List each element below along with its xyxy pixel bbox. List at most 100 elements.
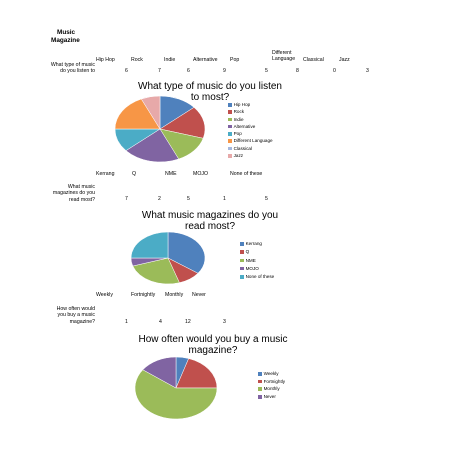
count-value: 0	[333, 68, 336, 74]
legend-label: Q	[245, 249, 250, 255]
count-value: 5	[265, 68, 268, 74]
page-title-line1: Music	[57, 29, 76, 36]
legend-swatch	[258, 387, 262, 391]
pie-chart-buy-frequency	[134, 356, 218, 420]
question-line: you buy a music	[57, 312, 95, 319]
count-value: 5	[265, 196, 268, 202]
legend-label: MOJO	[245, 265, 259, 271]
question-line: What music	[67, 184, 95, 190]
pie-slice-never	[142, 356, 177, 389]
legend-swatch	[228, 124, 232, 129]
category-label: MOJO	[193, 171, 208, 177]
category-label: Pop	[230, 57, 240, 63]
count-value: 4	[159, 319, 162, 325]
pie-slice-jazz	[140, 95, 161, 130]
legend-item: Monthly	[258, 386, 285, 394]
pie-slice-kerrang	[167, 231, 206, 274]
legend-item: Never	[258, 394, 285, 402]
chart-title-line: What type of music do you listen	[138, 81, 282, 92]
chart-title: What type of music do you listen to most…	[110, 81, 310, 103]
legend-item: Rock	[228, 109, 273, 116]
question-line: do you listen to	[60, 68, 95, 75]
legend-swatch	[228, 102, 232, 107]
pie-slice-none-of-these	[130, 231, 169, 259]
pie-slice-fortnightly	[175, 358, 218, 389]
legend-label: Rock	[233, 109, 245, 115]
chart-legend: Hip Hop Rock Indie Alternative Pop Different …	[228, 102, 273, 160]
chart-legend: Weekly Fortnightly Monthly Never	[258, 371, 285, 402]
category-label: Weekly	[96, 292, 113, 298]
category-label: Indie	[164, 57, 176, 63]
legend-item: Classical	[228, 146, 273, 153]
chart-title: How often would you buy a music magazine…	[108, 334, 318, 356]
category-label-line: Different	[272, 50, 292, 56]
legend-label: Alternative	[233, 123, 256, 129]
legend-item: NME	[240, 258, 274, 266]
count-value: 6	[125, 68, 128, 74]
count-value: 3	[366, 68, 369, 74]
chart-legend: Kerrang Q NME MOJO None of these	[240, 241, 274, 282]
count-value: 5	[187, 196, 190, 202]
legend-swatch	[228, 110, 232, 114]
legend-label: Fortnightly	[263, 378, 286, 384]
count-value: 7	[158, 68, 161, 74]
pie-slice-monthly	[134, 369, 218, 420]
legend-item: Indie	[228, 117, 273, 124]
question-line: magazines do you	[52, 190, 95, 197]
count-value: 7	[125, 196, 128, 202]
legend-item: Fortnightly	[258, 379, 285, 387]
legend-item: None of these	[240, 274, 274, 282]
chart-title: What music magazines do you read most?	[110, 210, 310, 232]
legend-swatch	[228, 139, 232, 144]
count-value: 12	[185, 319, 191, 325]
count-value: 2	[158, 196, 161, 202]
pie-chart-music-type	[114, 95, 206, 163]
count-value: 1	[223, 196, 226, 202]
pie-slice-alternative	[125, 128, 180, 163]
legend-label: Jazz	[233, 153, 244, 159]
legend-swatch	[228, 154, 232, 158]
legend-label: NME	[245, 257, 256, 263]
chart-title-line: How often would you buy a music	[138, 334, 288, 345]
question-buy-frequency: How often would you buy a music magazine…	[20, 306, 95, 325]
category-label: Jazz	[339, 57, 350, 63]
legend-swatch	[258, 395, 262, 399]
legend-item: Weekly	[258, 371, 285, 379]
pie-chart-magazines	[130, 231, 206, 285]
legend-swatch	[228, 132, 232, 136]
chart-title-line: to most?	[190, 92, 230, 103]
legend-item: Different Language	[228, 138, 273, 145]
category-label: Hip Hop	[96, 57, 115, 63]
category-label: Monthly	[165, 292, 184, 298]
count-value: 6	[187, 68, 190, 74]
category-label: NME	[165, 171, 177, 177]
legend-label: None of these	[245, 274, 275, 280]
legend-swatch	[228, 117, 232, 122]
legend-label: Different Language	[233, 138, 273, 144]
legend-item: Q	[240, 249, 274, 257]
legend-swatch	[258, 379, 262, 384]
pie-slice-rock	[159, 107, 206, 139]
legend-label: Weekly	[263, 371, 279, 376]
pie-slice-different-language	[114, 98, 161, 130]
count-value: 1	[125, 319, 128, 325]
question-line: magazine?	[69, 318, 95, 325]
category-label: Fortnightly	[131, 292, 156, 298]
legend-swatch	[240, 250, 244, 254]
legend-item: MOJO	[240, 266, 274, 274]
legend-swatch	[240, 266, 244, 271]
category-label: Q	[132, 171, 137, 177]
chart-title-line: magazine?	[188, 345, 238, 356]
category-label: None of these	[230, 171, 263, 177]
category-label: Alternative	[193, 57, 218, 63]
count-value: 8	[296, 68, 299, 74]
legend-label: Never	[263, 394, 276, 400]
count-value: 9	[223, 68, 226, 74]
legend-item: Pop	[228, 131, 273, 138]
legend-label: Monthly	[263, 386, 280, 392]
page-title-line2: Magazine	[51, 37, 80, 44]
legend-swatch	[240, 275, 244, 279]
pie-slice-nme	[132, 257, 180, 285]
legend-label: Hip Hop	[233, 102, 251, 107]
category-label: Classical	[303, 57, 324, 63]
